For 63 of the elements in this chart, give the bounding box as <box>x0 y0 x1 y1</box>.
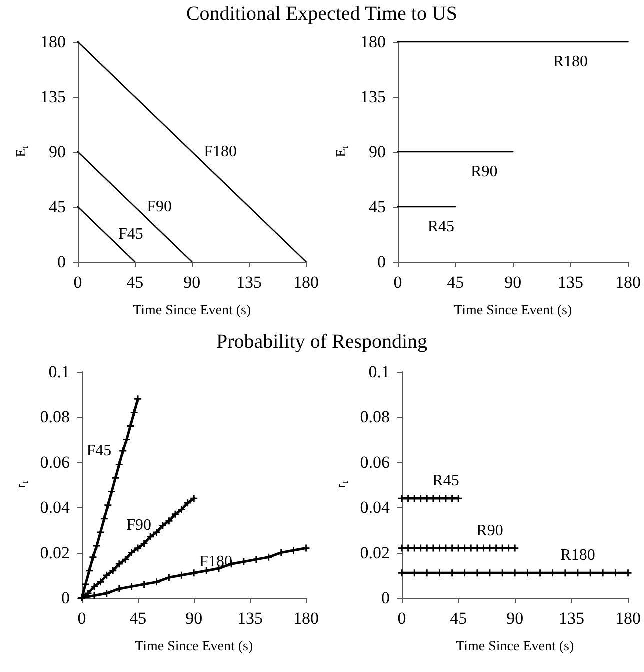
series-label: R180 <box>553 54 588 70</box>
series-label: R45 <box>428 218 455 236</box>
x-tick-label: 180 <box>616 609 641 628</box>
x-tick-label: 90 <box>504 273 522 292</box>
x-tick-label: 135 <box>237 609 263 628</box>
y-tick-label: 0 <box>378 252 386 272</box>
series-label: R90 <box>471 164 498 180</box>
y-tick-label: 0.04 <box>360 498 390 518</box>
y-axis-title: Et <box>14 146 30 158</box>
y-axis-title: rt <box>14 480 30 489</box>
y-tick-label: 0.02 <box>40 543 70 562</box>
y-tick-label: 0 <box>58 252 66 272</box>
y-tick-label: 45 <box>49 198 66 216</box>
x-tick-label: 180 <box>294 273 319 292</box>
x-tick-label: 45 <box>130 609 147 628</box>
series-label: F45 <box>118 226 144 243</box>
y-tick-label: 0 <box>62 588 70 608</box>
series-label: R90 <box>476 522 504 540</box>
y-tick-label: 0.06 <box>40 452 70 472</box>
y-tick-label: 0.02 <box>360 543 390 562</box>
x-tick-label: 0 <box>394 273 402 292</box>
x-tick-label: 90 <box>184 273 201 292</box>
x-tick-label: 0 <box>398 609 406 628</box>
series-label: R45 <box>432 472 460 490</box>
series-label: F45 <box>86 442 112 460</box>
x-tick-label: 90 <box>506 609 524 628</box>
x-tick-label: 135 <box>558 609 584 628</box>
y-tick-label: 0.06 <box>360 452 390 472</box>
series-label: F90 <box>147 198 172 216</box>
x-tick-label: 45 <box>447 273 464 292</box>
chart-title: Conditional Expected Time to US <box>185 2 459 27</box>
x-tick-label: 135 <box>558 273 584 292</box>
x-axis-title: Time Since Event (s) <box>456 640 574 654</box>
x-tick-label: 0 <box>74 273 82 292</box>
y-tick-label: 180 <box>40 32 66 52</box>
x-tick-label: 45 <box>126 273 144 292</box>
y-tick-label: 135 <box>40 88 66 106</box>
x-tick-label: 180 <box>294 609 319 628</box>
y-tick-label: 45 <box>369 198 386 216</box>
y-tick-label: 0.1 <box>368 362 390 382</box>
y-tick-label: 135 <box>360 88 386 106</box>
x-tick-label: 0 <box>78 609 86 628</box>
y-axis-title: Et <box>334 146 350 158</box>
y-tick-label: 0.1 <box>48 362 70 382</box>
y-tick-label: 90 <box>369 142 386 162</box>
y-tick-label: 0.04 <box>40 498 70 518</box>
y-tick-label: 180 <box>360 32 386 52</box>
y-axis-title: rt <box>334 480 350 489</box>
series-label: F90 <box>126 517 152 534</box>
y-tick-label: 0.08 <box>40 408 70 427</box>
x-tick-label: 90 <box>186 609 203 628</box>
x-axis-title: Time Since Event (s) <box>135 640 254 654</box>
chart-title: Probability of Responding <box>215 330 429 355</box>
y-tick-label: 0 <box>382 588 390 608</box>
x-axis-title: Time Since Event (s) <box>454 304 572 318</box>
series-label: R180 <box>560 547 596 564</box>
series-label: F180 <box>204 144 238 160</box>
x-tick-label: 135 <box>236 273 262 292</box>
y-tick-label: 90 <box>49 142 66 162</box>
x-axis-title: Time Since Event (s) <box>133 304 252 318</box>
x-tick-label: 180 <box>616 273 641 292</box>
x-tick-label: 45 <box>450 609 468 628</box>
y-tick-label: 0.08 <box>360 408 390 427</box>
